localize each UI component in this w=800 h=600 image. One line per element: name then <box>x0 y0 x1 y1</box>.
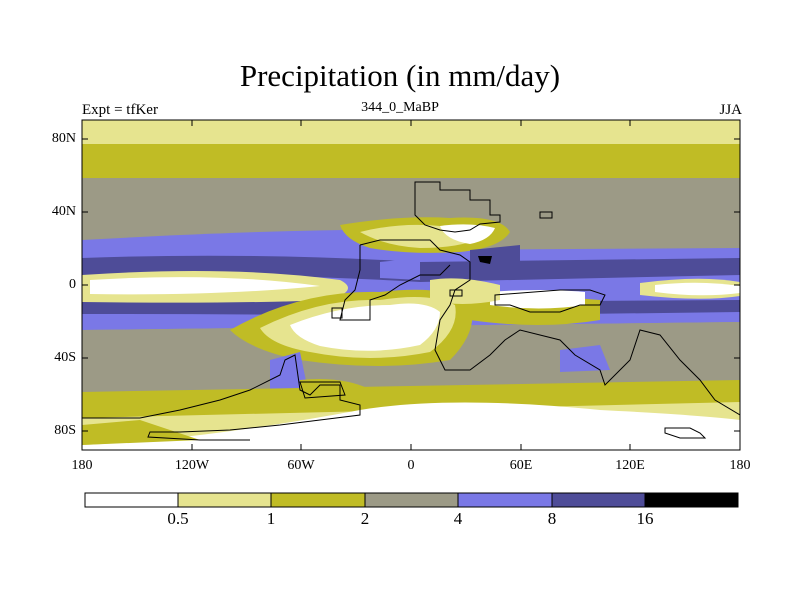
colorbar-box-2 <box>177 492 272 508</box>
lon-label-120e: 120E <box>615 458 645 473</box>
colorbar-label-2: 2 <box>360 509 370 528</box>
lat-label-80n: 80N <box>51 131 76 146</box>
lat-label-40n: 40N <box>51 204 76 219</box>
colorbar-box-3 <box>270 492 366 508</box>
colorbar-label-8: 8 <box>547 509 557 528</box>
colorbar-box-6 <box>551 492 646 508</box>
colorbar-label-1: 1 <box>266 509 276 528</box>
lon-label-60e: 60E <box>509 458 533 473</box>
lon-label-180w: 180 <box>71 458 93 473</box>
colorbar-box-5 <box>457 492 553 508</box>
plot-title: Precipitation (in mm/day) <box>239 58 561 93</box>
lat-label-80s: 80S <box>54 423 76 438</box>
colorbar-box-4 <box>364 492 459 508</box>
colorbar <box>84 492 739 508</box>
lon-label-0: 0 <box>407 458 415 473</box>
experiment-label: Expt = tfKer <box>82 102 158 118</box>
colorbar-label-0.5: 0.5 <box>167 509 189 528</box>
colorbar-box-7 <box>644 492 739 508</box>
period-label: 344_0_MaBP <box>361 100 439 115</box>
lat-label-40s: 40S <box>54 350 76 365</box>
colorbar-label-16: 16 <box>636 509 654 528</box>
lon-label-120w: 120W <box>174 458 210 473</box>
colorbar-box-1 <box>84 492 179 508</box>
lon-label-60w: 60W <box>287 458 315 473</box>
colorbar-label-4: 4 <box>453 509 463 528</box>
lat-label-0: 0 <box>69 277 76 292</box>
season-label: JJA <box>719 102 742 118</box>
lon-label-180e: 180 <box>729 458 751 473</box>
